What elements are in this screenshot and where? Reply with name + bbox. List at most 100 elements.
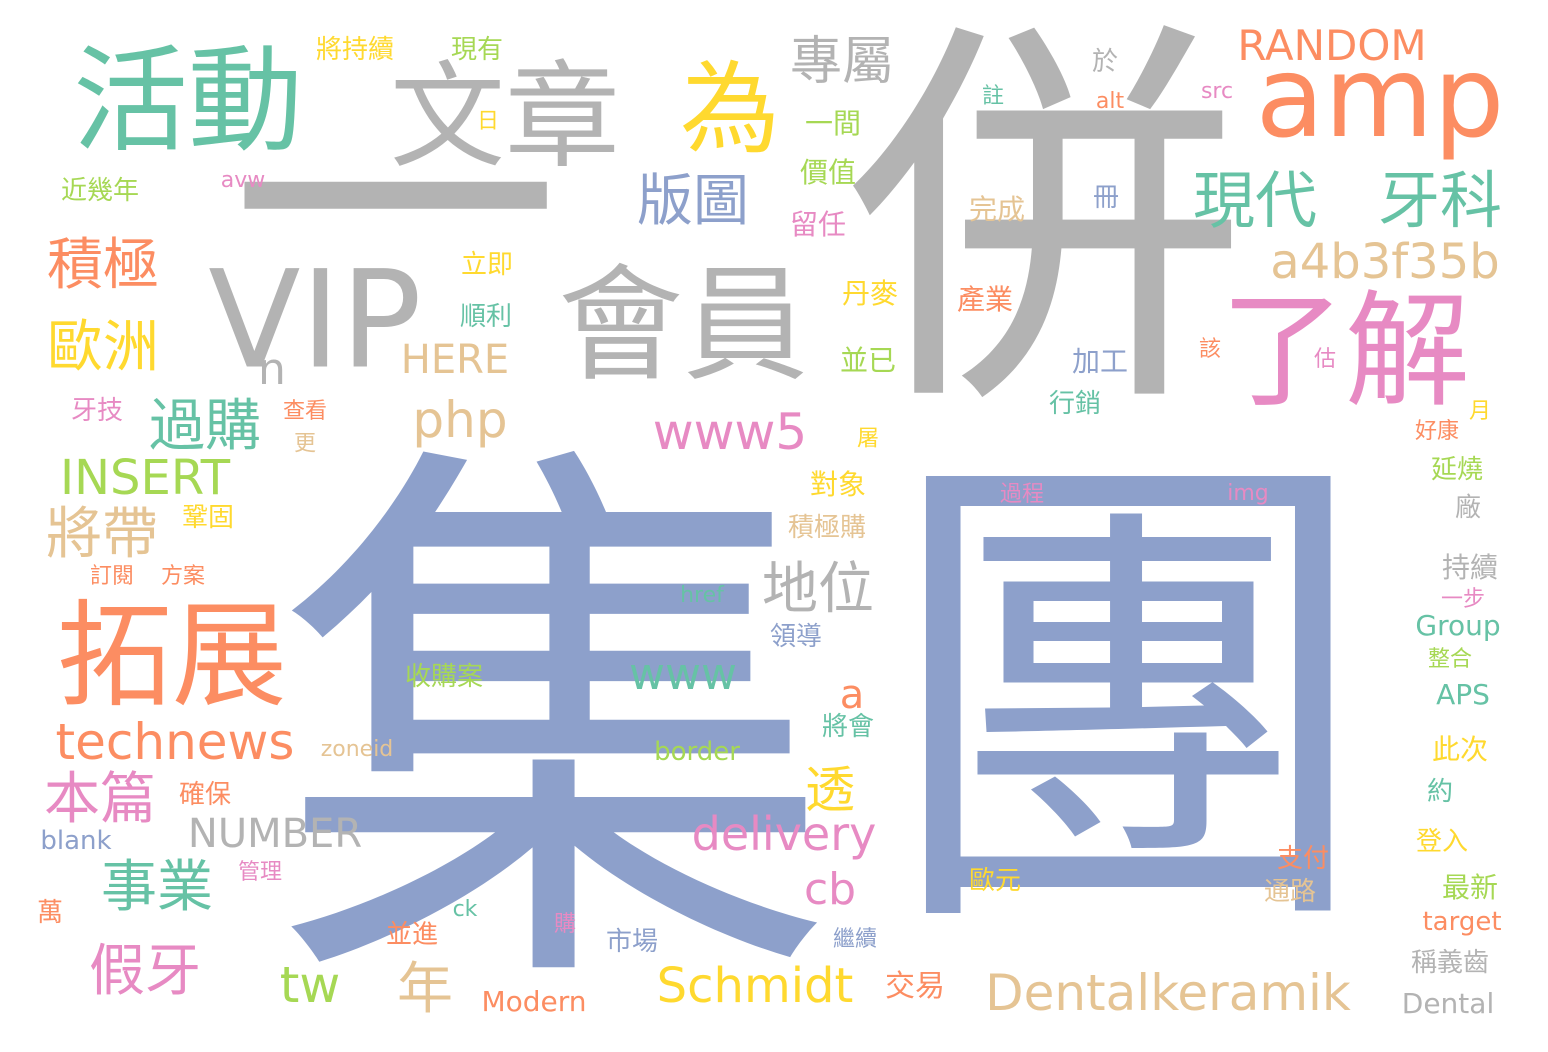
cloud-word: 假牙 [89,939,201,1004]
cloud-word: 稱義齒 [1410,948,1490,978]
cloud-word: INSERT [59,450,231,506]
cloud-word: 歐洲 [47,315,159,380]
cloud-word: www [629,649,737,700]
cloud-word: alt [1095,89,1125,114]
cloud-word: php [412,391,508,449]
cloud-word: 萬 [36,898,64,928]
cloud-word: href [680,583,724,608]
cloud-word: 通路 [1263,877,1317,907]
cloud-word: 將會 [821,712,875,742]
cloud-word: 立即 [460,250,514,280]
cloud-word: a4b3f35b [1270,234,1500,290]
cloud-word: 鞏固 [181,503,235,533]
cloud-word: 將持續 [315,35,395,65]
cloud-word: 確保 [178,780,232,810]
cloud-word: VIP [208,241,422,399]
cloud-word: 領導 [769,622,823,652]
cloud-word: 產業 [956,283,1014,316]
cloud-word: 順利 [459,302,513,332]
cloud-word: Dental [1401,987,1495,1020]
cloud-word: 近幾年 [60,176,140,206]
cloud-word: 文章 [389,50,621,185]
cloud-word: 繼續 [832,927,878,952]
cloud-word: 一 [230,18,560,402]
cloud-word: 現有 [450,35,504,65]
cloud-word: 完成 [968,193,1026,226]
cloud-word: 歐元 [968,866,1022,896]
cloud-word: 集 [275,404,835,1052]
cloud-word: 並進 [385,920,439,950]
cloud-word: 整合 [1427,647,1473,672]
cloud-word: 廠 [1454,493,1482,523]
cloud-word: 一間 [804,107,862,140]
cloud-word: 最新 [1441,871,1499,904]
cloud-word: delivery [691,807,877,861]
cloud-word: 方案 [160,564,206,589]
cloud-word: 事業 [101,855,213,920]
cloud-word: 於 [1091,47,1119,77]
cloud-word: 延燒 [1430,455,1484,485]
cloud-word: 屠 [853,426,878,448]
cloud-word: 留任 [789,208,847,241]
cloud-word: 訂閱 [89,564,135,589]
cloud-word: 了解 [1220,279,1470,425]
cloud-word: 加工 [1071,345,1129,378]
cloud-word: 查看 [282,399,328,424]
cloud-word: 將帶 [46,502,158,567]
cloud-word: 市場 [605,927,659,957]
cloud-word: n [258,344,286,395]
cloud-word: border [654,737,740,767]
cloud-word: ck [452,897,478,922]
cloud-word: RANDOM [1237,21,1427,70]
cloud-word: img [1227,481,1269,506]
cloud-word: 並已 [839,344,897,377]
cloud-word: cb [803,864,857,915]
cloud-word: zoneid [320,737,394,762]
cloud-word: 估 [1313,347,1337,372]
cloud-word: HERE [400,337,510,383]
cloud-word: blank [40,826,112,856]
cloud-word: 註 [981,84,1005,109]
cloud-word: 為 [680,51,780,168]
cloud-word: 過程 [999,482,1045,507]
cloud-word: 積極 [47,233,159,298]
cloud-word: 牙技 [70,396,124,426]
cloud-word: 冊 [1092,183,1120,213]
cloud-word: 活動 [72,34,304,169]
cloud-word: 支付 [1276,844,1330,874]
cloud-word: 該 [1198,337,1222,362]
cloud-word: Group [1415,609,1501,642]
cloud-word: 月 [1468,399,1492,424]
cloud-word: 現代 [1192,164,1318,237]
cloud-word: 行銷 [1048,389,1102,419]
cloud-word: 專屬 [789,32,895,92]
cloud-word: 收購案 [404,662,484,692]
cloud-word: a [839,672,865,718]
cloud-word: 購 [553,912,577,937]
cloud-word: NUMBER [187,811,363,857]
cloud-word: technews [55,713,295,771]
cloud-word: 此次 [1431,733,1489,766]
cloud-word: 併 [845,0,1245,457]
cloud-word: target [1422,907,1502,937]
cloud-word: 更 [290,431,315,453]
cloud-word: APS [1436,678,1490,711]
cloud-word: avw [220,168,266,193]
cloud-word: Schmidt [656,958,854,1014]
cloud-word: 管理 [237,860,283,885]
cloud-word: 價值 [799,156,857,189]
cloud-word: 地位 [762,557,874,622]
cloud-word: Dentalkeramik [985,964,1351,1022]
cloud-word: 版圖 [637,169,749,234]
cloud-word: 一步 [1440,587,1486,612]
cloud-word: 年 [397,957,453,1022]
cloud-word: www5 [652,403,808,461]
cloud-word: 持續 [1441,551,1499,584]
cloud-word: 交易 [885,969,945,1004]
cloud-word: 日 [476,109,500,134]
cloud-word: 丹麥 [841,277,899,310]
cloud-word: 約 [1426,777,1454,807]
cloud-word: 過購 [149,394,261,459]
cloud-word: 拓展 [56,589,288,724]
